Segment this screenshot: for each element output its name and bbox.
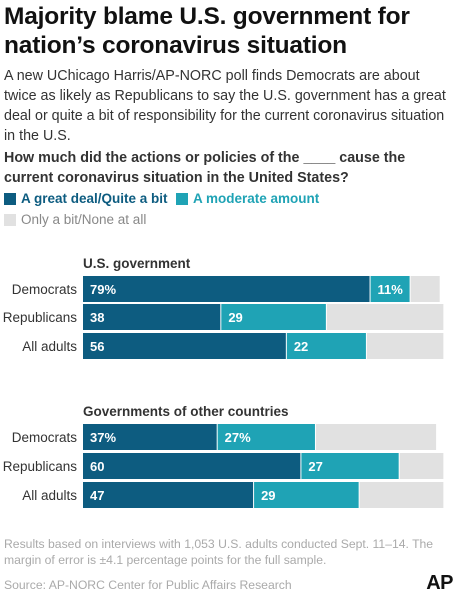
bar-segment-2-3-little: [359, 482, 444, 508]
legend-swatch-moderate: [176, 192, 188, 205]
category-label-2-1: Democrats: [12, 430, 78, 445]
data-label-1-1-moderate: 11%: [378, 282, 404, 297]
chart-title: Majority blame U.S. government for natio…: [4, 3, 410, 59]
data-label-2-2-great: 60: [90, 459, 104, 474]
data-label-1-3-great: 56: [90, 339, 104, 354]
legend-item-moderate: A moderate amount: [176, 191, 319, 206]
category-label-1-1: Democrats: [12, 282, 78, 297]
survey-question: How much did the actions or policies of …: [4, 150, 406, 186]
bar-segment-2-1-little: [315, 424, 437, 450]
category-label-2-3: All adults: [22, 488, 77, 503]
panel-title-1: U.S. government: [83, 256, 191, 271]
category-label-1-2: Republicans: [3, 310, 78, 325]
panel-title-2: Governments of other countries: [83, 404, 289, 419]
legend-label-little: Only a bit/None at all: [21, 212, 147, 227]
legend-item-great: A great deal/Quite a bit: [4, 191, 168, 206]
bar-segment-1-2-moderate: [221, 304, 326, 330]
data-label-2-2-moderate: 27: [308, 459, 322, 474]
data-label-1-2-great: 38: [90, 310, 104, 325]
legend-swatch-little: [4, 213, 16, 226]
bar-segment-1-2-great: [83, 304, 221, 330]
data-label-2-1-great: 37%: [90, 430, 116, 445]
bar-segment-1-3-great: [83, 333, 286, 359]
data-label-2-1-moderate: 27%: [225, 430, 251, 445]
bar-segment-1-1-moderate: [370, 276, 410, 302]
data-label-2-3-moderate: 29: [261, 488, 275, 503]
bar-segment-1-3-little: [366, 333, 444, 359]
category-label-1-3: All adults: [22, 339, 77, 354]
bar-segment-1-1-little: [410, 276, 440, 302]
bar-segment-2-2-moderate: [301, 453, 399, 479]
ap-logo: AP: [426, 572, 453, 594]
bar-segment-1-2-little: [326, 304, 444, 330]
legend-label-moderate: A moderate amount: [193, 191, 320, 206]
data-label-1-3-moderate: 22: [294, 339, 308, 354]
legend-label-great: A great deal/Quite a bit: [21, 191, 168, 206]
bar-segment-2-3-moderate: [254, 482, 359, 508]
methodology-note: Results based on interviews with 1,053 U…: [4, 537, 434, 567]
source-line: Source: AP-NORC Center for Public Affair…: [4, 578, 292, 592]
bar-segment-1-3-moderate: [286, 333, 366, 359]
bar-segment-2-1-great: [83, 424, 217, 450]
bar-segment-1-1-great: [83, 276, 370, 302]
chart-subtitle: A new UChicago Harris/AP-NORC poll finds…: [4, 68, 446, 144]
bar-segment-2-1-moderate: [217, 424, 315, 450]
legend-item-little: Only a bit/None at all: [4, 212, 146, 227]
data-label-1-1-great: 79%: [90, 282, 116, 297]
legend-swatch-great: [4, 192, 16, 205]
bar-segment-2-2-great: [83, 453, 301, 479]
bar-segment-2-3-great: [83, 482, 254, 508]
category-label-2-2: Republicans: [3, 459, 78, 474]
data-label-2-3-great: 47: [90, 488, 104, 503]
bar-segment-2-2-little: [399, 453, 444, 479]
data-label-1-2-moderate: 29: [228, 310, 242, 325]
